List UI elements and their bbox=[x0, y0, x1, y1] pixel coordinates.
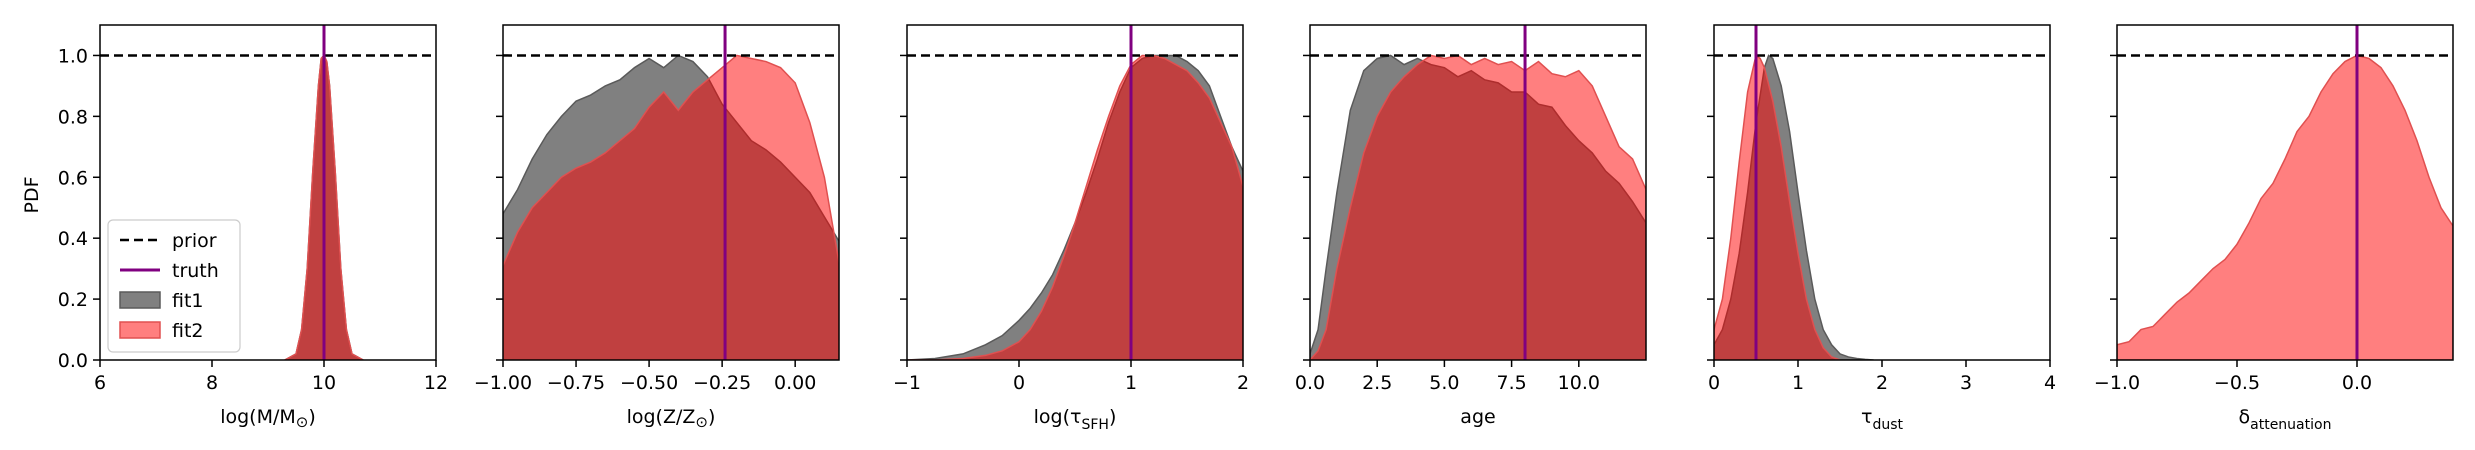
panel-5-xtick-label: 3 bbox=[1960, 372, 1972, 394]
panel-4-frame bbox=[1309, 24, 1647, 361]
panel-5-xtick-label: 4 bbox=[2044, 372, 2056, 394]
panel-2: −1.00 −0.75 −0.50 −0.25 0.00 log(Z/Z⊙) bbox=[474, 24, 840, 431]
panel-1-xlabel: log(M/M⊙) bbox=[220, 406, 316, 431]
panel-5-fit2-area bbox=[1714, 54, 1841, 360]
panel-3-xtick-label: 0 bbox=[1013, 372, 1025, 394]
panel-2-frame bbox=[502, 24, 840, 361]
panel-4: 0.0 2.5 5.0 7.5 10.0 age bbox=[1295, 24, 1647, 428]
panel-3-plot-area bbox=[907, 25, 1243, 360]
panel-5-xlabel-main: τ bbox=[1861, 406, 1872, 428]
panel-6-plot-area bbox=[2117, 25, 2453, 360]
panel-2-xlabel-suffix: ) bbox=[708, 406, 715, 428]
panel-1-plot-area bbox=[100, 25, 436, 360]
panel-2-xtick-label: −1.00 bbox=[474, 372, 532, 394]
ytick-label: 0.2 bbox=[58, 289, 88, 311]
panel-5-xtick-label: 2 bbox=[1876, 372, 1888, 394]
panel-6-xlabel: δattenuation bbox=[2239, 406, 2332, 433]
panel-4-xtick-label: 2.5 bbox=[1362, 372, 1392, 394]
panel-6-xtick-label: −1.0 bbox=[2094, 372, 2140, 394]
panel-1: 6 8 10 12 0.0 0.2 0.4 0.6 0.8 1.0 log(M/M⊙) bbox=[58, 24, 448, 431]
panel-2-fit2-area bbox=[503, 54, 839, 360]
panel-5-xtick-label: 1 bbox=[1792, 372, 1804, 394]
panel-4-fit2-area bbox=[1310, 54, 1646, 360]
panel-2-plot-area bbox=[503, 25, 839, 360]
panel-1-xlabel-suffix: ) bbox=[308, 406, 315, 428]
legend-fit1-label: fit1 bbox=[172, 290, 204, 312]
panel-4-xtick-label: 10.0 bbox=[1558, 372, 1600, 394]
panel-3: −1 0 1 2 log(τSFH) bbox=[893, 24, 1249, 433]
panel-1-frame bbox=[99, 24, 437, 361]
panel-5-xlabel-subscript: dust bbox=[1872, 417, 1903, 433]
panel-1-xlabel-subscript: ⊙ bbox=[296, 413, 309, 431]
ytick-label: 1.0 bbox=[58, 45, 88, 67]
panel-6-xlabel-main: δ bbox=[2239, 406, 2251, 428]
y-axis-label: PDF bbox=[21, 176, 43, 213]
panel-5-xtick-label: 0 bbox=[1708, 372, 1720, 394]
panel-3-frame bbox=[906, 24, 1244, 361]
panel-6-frame bbox=[2116, 24, 2454, 361]
panel-4-xtick-label: 7.5 bbox=[1496, 372, 1526, 394]
panel-4-xtick-label: 0.0 bbox=[1295, 372, 1325, 394]
ytick-label: 0.4 bbox=[58, 228, 88, 250]
panel-5-xlabel: τdust bbox=[1861, 406, 1904, 433]
panel-4-plot-area bbox=[1310, 25, 1646, 360]
legend-fit2-swatch bbox=[119, 321, 161, 339]
panel-3-fit2-area bbox=[907, 54, 1243, 360]
panel-3-xlabel: log(τSFH) bbox=[1034, 406, 1117, 433]
panel-6-xlabel-subscript: attenuation bbox=[2250, 417, 2331, 433]
panel-3-xlabel-subscript: SFH bbox=[1081, 417, 1108, 433]
panel-3-xtick-label: 1 bbox=[1125, 372, 1137, 394]
legend: prior truth fit1 fit2 bbox=[107, 219, 241, 353]
panel-2-xtick-label: −0.50 bbox=[620, 372, 678, 394]
legend-prior-label: prior bbox=[172, 230, 217, 252]
panel-1-xtick-label: 12 bbox=[424, 372, 448, 394]
panel-6-xtick-label: 0.0 bbox=[2342, 372, 2372, 394]
panel-2-xtick-label: 0.00 bbox=[774, 372, 816, 394]
panel-2-xtick-label: −0.25 bbox=[693, 372, 751, 394]
ytick-label: 0.8 bbox=[58, 106, 88, 128]
panel-1-xtick-label: 10 bbox=[312, 372, 336, 394]
panel-5: 0 1 2 3 4 τdust bbox=[1707, 24, 2056, 433]
panel-1-xtick-label: 8 bbox=[206, 372, 218, 394]
panel-3-xtick-label: 2 bbox=[1237, 372, 1249, 394]
panel-6: −1.0 −0.5 0.0 δattenuation bbox=[2094, 24, 2454, 433]
panel-1-xlabel-main: log(M/M bbox=[220, 406, 296, 428]
panel-3-xtick-label: −1 bbox=[893, 372, 921, 394]
panel-5-plot-area bbox=[1714, 25, 2050, 360]
legend-truth-label: truth bbox=[172, 260, 219, 282]
panel-2-xlabel-subscript: ⊙ bbox=[695, 413, 708, 431]
panel-2-xlabel-main: log(Z/Z bbox=[627, 406, 696, 428]
panel-6-xtick-label: −0.5 bbox=[2214, 372, 2260, 394]
legend-box bbox=[107, 219, 241, 353]
ytick-label: 0.6 bbox=[58, 167, 88, 189]
panel-4-xlabel-main: age bbox=[1460, 406, 1495, 428]
panel-4-xtick-label: 5.0 bbox=[1429, 372, 1459, 394]
legend-fit1-swatch bbox=[119, 291, 161, 309]
panel-2-xtick-label: −0.75 bbox=[547, 372, 605, 394]
panel-3-xlabel-suffix: ) bbox=[1109, 406, 1116, 428]
ytick-label: 0.0 bbox=[58, 350, 88, 372]
panel-4-xlabel: age bbox=[1460, 406, 1495, 428]
legend-fit2-label: fit2 bbox=[172, 320, 204, 342]
panel-6-fit2-area bbox=[2117, 54, 2453, 360]
panel-1-xtick-label: 6 bbox=[94, 372, 106, 394]
panel-2-xlabel: log(Z/Z⊙) bbox=[627, 406, 716, 431]
panel-3-xlabel-main: log(τ bbox=[1034, 406, 1082, 428]
